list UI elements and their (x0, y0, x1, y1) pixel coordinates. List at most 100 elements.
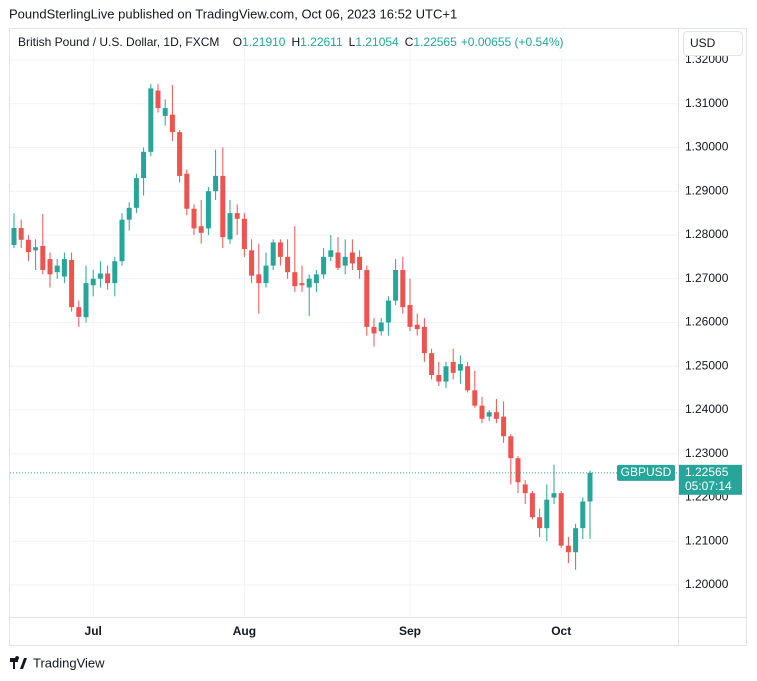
candle-body (277, 242, 283, 257)
candle-body (105, 273, 111, 284)
candle-body (112, 261, 118, 284)
symbol-tag-label: GBPUSD (621, 465, 672, 479)
candle-body (544, 499, 550, 529)
ohlc-letter: C (405, 35, 414, 49)
candle-body (83, 283, 89, 318)
candle-body (472, 390, 478, 406)
symbol: British Pound / U.S. Dollar, 1D, FXCM (18, 35, 219, 49)
candle-body (213, 175, 219, 192)
candle-body (263, 265, 269, 284)
candle-body (515, 458, 521, 483)
candle-body (227, 213, 233, 240)
candle-body (256, 274, 262, 284)
candle-body (148, 88, 154, 152)
candle-body (313, 274, 319, 284)
candle-body (119, 219, 125, 262)
y-tick-label: 1.28000 (685, 227, 729, 241)
y-tick-label: 1.26000 (685, 315, 729, 329)
currency-button[interactable] (683, 31, 743, 56)
candle-body (537, 517, 543, 529)
ohlc-letter: L (349, 35, 356, 49)
y-tick-label: 1.27000 (685, 271, 729, 285)
candle-body (47, 259, 53, 275)
candle-body (321, 256, 327, 275)
ohlc-value: 1.21910 (242, 35, 286, 49)
legend: British Pound / U.S. Dollar, 1D, FXCM O1… (18, 35, 564, 49)
candle-body (400, 269, 406, 308)
candle-body (133, 178, 139, 208)
ohlc-letter: O (233, 35, 242, 49)
x-tick-label: Sep (399, 624, 421, 638)
candle-body (76, 307, 82, 317)
candle-body (414, 324, 420, 330)
candle-body (61, 259, 67, 277)
candle-body (565, 545, 571, 553)
candle-body (285, 256, 291, 273)
candle-body (436, 375, 442, 382)
candle-body (328, 250, 334, 257)
candle-body (522, 484, 528, 494)
candle-body (385, 300, 391, 323)
candle-body (69, 259, 75, 308)
candle-body (155, 90, 161, 109)
candle-body (18, 227, 24, 240)
candle-body (169, 114, 175, 133)
countdown: 05:07:14 (685, 479, 732, 493)
frame (9, 28, 747, 646)
candle-body (529, 493, 535, 518)
candle-body (443, 366, 449, 382)
candle-body (493, 412, 499, 419)
candle-body (11, 227, 17, 246)
ohlc-value: 1.21054 (355, 35, 399, 49)
x-tick-label: Jul (85, 624, 102, 638)
candle-body (551, 493, 557, 498)
candle-body (270, 242, 276, 266)
candle-body (342, 256, 348, 266)
candles (11, 84, 593, 570)
candle-body (126, 207, 132, 220)
candle-body (90, 278, 96, 286)
ohlc-letter: H (291, 35, 300, 49)
price-tag-label: 1.22565 (685, 465, 729, 479)
change: +0.00655 (+0.54%) (461, 35, 564, 49)
candle-body (54, 265, 60, 273)
candle-body (486, 412, 492, 417)
candle-body (573, 528, 579, 553)
candle-body (335, 252, 341, 268)
y-tick-label: 1.31000 (685, 96, 729, 110)
publisher: PoundSterlingLive published on TradingVi… (9, 6, 457, 21)
y-tick-label: 1.25000 (685, 358, 729, 372)
currency[interactable]: USD (690, 36, 716, 50)
symbol-tag (617, 464, 675, 481)
candle-body (40, 245, 46, 270)
candle-body (141, 151, 147, 179)
candle-body (349, 252, 355, 264)
candle-body (501, 416, 507, 437)
ohlc-value: 1.22611 (300, 35, 343, 49)
candle-body (371, 326, 377, 334)
candle-body (198, 226, 204, 233)
candle-body (378, 322, 384, 332)
candle-body (393, 269, 399, 301)
candle-body (162, 108, 168, 116)
x-tick-label: Oct (551, 624, 571, 638)
candle-body (299, 283, 305, 286)
candle-body (587, 472, 593, 502)
candle-body (306, 278, 312, 288)
candle-body (241, 218, 247, 249)
candle-body (33, 247, 39, 251)
price-tag (679, 464, 742, 495)
candle-body (97, 273, 103, 279)
candle-body (457, 364, 463, 371)
labels: 1.200001.210001.220001.230001.240001.250… (10, 52, 742, 638)
candle-body (580, 501, 586, 529)
brand-logo (10, 656, 27, 669)
candle-body (249, 250, 255, 276)
x-tick-label: Aug (233, 624, 256, 638)
candle-body (25, 239, 31, 253)
y-tick-label: 1.21000 (685, 533, 729, 547)
candle-body (558, 493, 564, 546)
candle-body (465, 366, 471, 391)
